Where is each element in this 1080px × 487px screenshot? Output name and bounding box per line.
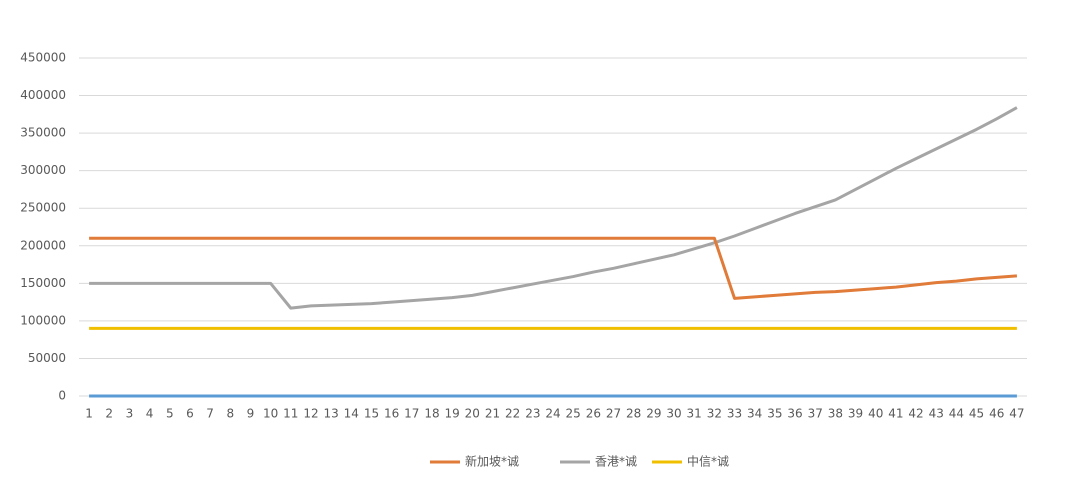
x-tick-label: 4 (146, 407, 154, 421)
legend-label: 香港*诚 (595, 455, 637, 469)
x-tick-label: 2 (105, 407, 113, 421)
x-tick-label: 23 (525, 407, 540, 421)
x-tick-label: 17 (404, 407, 419, 421)
y-tick-label: 200000 (20, 238, 66, 252)
x-tick-label: 32 (707, 407, 722, 421)
x-tick-label: 35 (767, 407, 782, 421)
x-tick-label: 12 (303, 407, 318, 421)
x-tick-label: 27 (606, 407, 621, 421)
legend-label: 新加坡*诚 (465, 454, 519, 469)
x-tick-label: 16 (384, 407, 399, 421)
x-tick-label: 14 (344, 407, 359, 421)
y-tick-label: 100000 (20, 313, 66, 327)
x-tick-label: 40 (868, 407, 883, 421)
y-tick-label: 350000 (20, 126, 66, 140)
x-tick-label: 28 (626, 407, 641, 421)
series-line (89, 236, 1018, 300)
x-tick-label: 20 (465, 407, 480, 421)
x-tick-label: 3 (126, 407, 134, 421)
x-tick-label: 46 (989, 407, 1004, 421)
x-tick-label: 33 (727, 407, 742, 421)
y-tick-label: 300000 (20, 163, 66, 177)
x-tick-label: 30 (666, 407, 681, 421)
x-tick-label: 18 (424, 407, 439, 421)
x-tick-label: 47 (1009, 407, 1024, 421)
y-tick-label: 250000 (20, 201, 66, 215)
x-tick-label: 31 (687, 407, 702, 421)
x-tick-label: 34 (747, 407, 762, 421)
x-tick-label: 37 (808, 407, 823, 421)
y-tick-label: 400000 (20, 88, 66, 102)
x-tick-label: 10 (263, 407, 278, 421)
y-tick-label: 50000 (28, 351, 66, 365)
y-tick-label: 450000 (20, 51, 66, 65)
x-tick-label: 38 (828, 407, 843, 421)
x-tick-label: 19 (445, 407, 460, 421)
x-tick-label: 7 (206, 407, 214, 421)
series-line (89, 106, 1018, 310)
y-tick-label: 150000 (20, 276, 66, 290)
x-tick-label: 15 (364, 407, 379, 421)
x-tick-label: 1 (85, 407, 93, 421)
x-tick-label: 44 (949, 407, 964, 421)
x-tick-label: 43 (929, 407, 944, 421)
legend-label: 中信*诚 (687, 454, 729, 469)
x-tick-label: 25 (566, 407, 581, 421)
x-tick-label: 41 (888, 407, 903, 421)
x-tick-label: 42 (908, 407, 923, 421)
x-tick-label: 26 (586, 407, 601, 421)
x-tick-label: 36 (787, 407, 802, 421)
y-tick-label: 0 (58, 389, 66, 403)
x-tick-label: 29 (646, 407, 661, 421)
x-tick-label: 39 (848, 407, 863, 421)
x-tick-label: 8 (226, 407, 234, 421)
x-tick-label: 11 (283, 407, 298, 421)
x-tick-label: 21 (485, 407, 500, 421)
x-tick-label: 6 (186, 407, 194, 421)
x-tick-label: 22 (505, 407, 520, 421)
x-tick-label: 9 (247, 407, 255, 421)
x-tick-label: 24 (545, 407, 560, 421)
x-tick-label: 13 (323, 407, 338, 421)
x-tick-label: 5 (166, 407, 174, 421)
x-tick-label: 45 (969, 407, 984, 421)
